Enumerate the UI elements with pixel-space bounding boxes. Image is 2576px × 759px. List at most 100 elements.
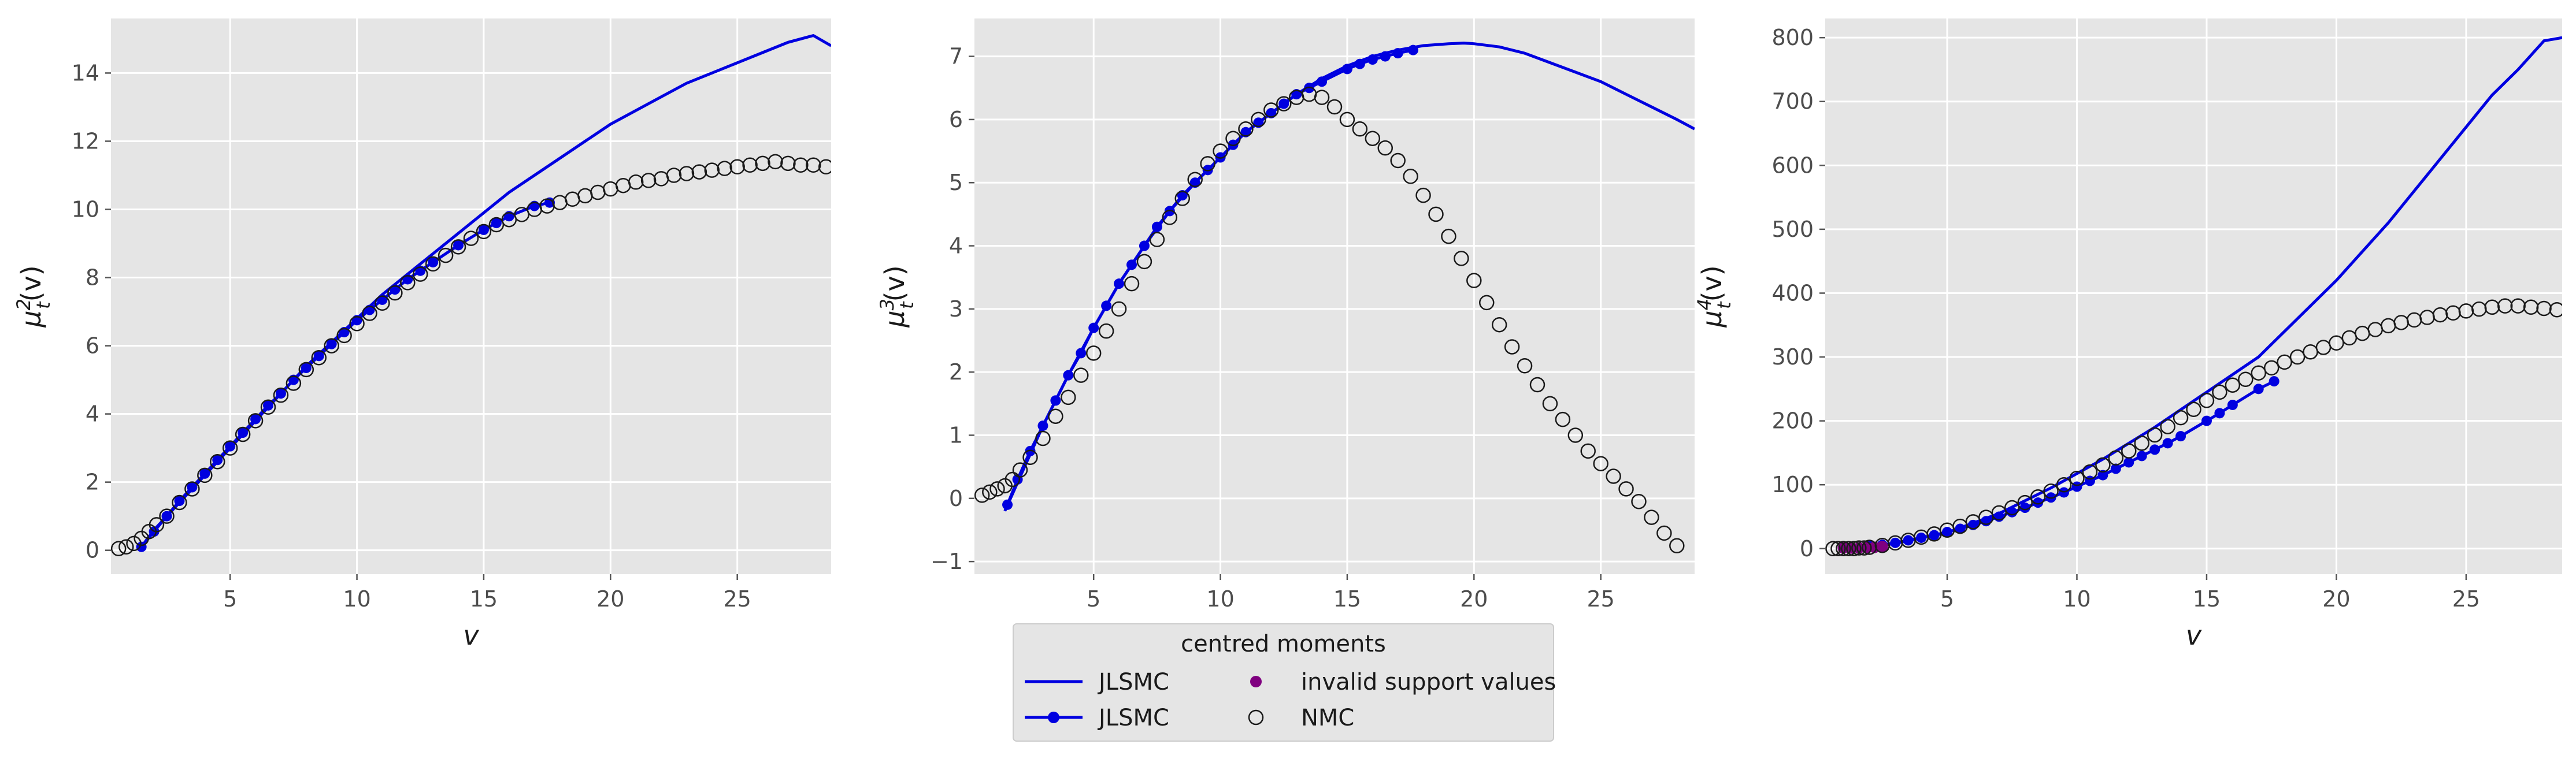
nmc-point: [184, 481, 200, 497]
nmc-point: [755, 155, 770, 172]
nmc-point: [273, 387, 289, 403]
y-tick-label: 4: [86, 401, 99, 427]
nmc-point: [1174, 191, 1191, 206]
nmc-point: [1517, 358, 1533, 374]
y-tick-label: 0: [1800, 536, 1814, 561]
jlsmc-marker: [1408, 44, 1419, 55]
y-tick-label: 0: [949, 486, 963, 511]
jlsmc-marker: [199, 468, 210, 479]
jlsmc-marker: [263, 400, 274, 411]
legend-entry-label: invalid support values: [1301, 669, 1556, 695]
x-tick-label: 25: [723, 586, 751, 612]
jlsmc-marker: [1942, 527, 1953, 538]
x-tick-label: 5: [1087, 586, 1100, 612]
x-tick-label: 15: [2193, 586, 2221, 612]
x-axis-label: v: [2186, 620, 2202, 651]
nmc-point: [2277, 354, 2292, 370]
nmc-point: [463, 230, 479, 246]
nmc-point: [717, 161, 732, 176]
nmc-point: [1478, 295, 1495, 311]
jlsmc-marker: [1151, 221, 1162, 232]
y-tick-label: 2: [86, 470, 99, 495]
data-layer: [974, 42, 1695, 554]
nmc-point: [149, 517, 165, 533]
nmc-point: [1466, 273, 1482, 288]
nmc-point: [311, 349, 327, 366]
jlsmc-marker: [313, 351, 324, 362]
jlsmc-marker: [544, 197, 555, 208]
nmc-point: [2484, 299, 2500, 315]
y-tick-label: 800: [1771, 25, 1814, 50]
nmc-point: [640, 173, 657, 188]
nmc-point: [2095, 457, 2111, 473]
x-tick-label: 10: [2063, 586, 2091, 612]
nmc-point: [118, 539, 134, 555]
nmc-point: [2147, 427, 2163, 443]
nmc-point: [1314, 90, 1330, 105]
nmc-point: [2030, 489, 2046, 505]
nmc-point: [1187, 172, 1203, 188]
y-tick-label: 1: [949, 423, 963, 448]
nmc-point: [2225, 377, 2241, 393]
legend: centred moments JLSMC JLSMC invalid support…: [1013, 623, 1556, 742]
nmc-point: [1263, 102, 1279, 118]
nmc-point: [1352, 121, 1368, 137]
nmc-point: [1856, 540, 1872, 556]
jlsmc-marker: [2059, 487, 2070, 498]
jlsmc-marker: [2071, 481, 2082, 492]
nmc-point: [159, 508, 175, 524]
nmc-point: [729, 159, 745, 174]
jlsmc-marker: [1916, 532, 1927, 543]
invalid-support-point: [1876, 541, 1888, 553]
nmc-point: [324, 338, 339, 354]
nmc-point: [989, 481, 1005, 497]
data-layer: [111, 34, 831, 556]
legend-swatch-open: [1248, 709, 1264, 725]
y-tick-label: 500: [1771, 217, 1814, 242]
nmc-point: [1542, 396, 1558, 412]
y-tick-label: 3: [949, 296, 963, 322]
legend-entry-label: NMC: [1301, 705, 1354, 731]
nmc-point: [298, 362, 314, 378]
y-tick-label: 0: [86, 538, 99, 563]
nmc-point: [488, 217, 505, 233]
nmc-point: [1529, 377, 1545, 393]
jlsmc-marker: [1890, 537, 1901, 548]
jlsmc-marker: [2227, 399, 2238, 410]
nmc-point: [2160, 419, 2175, 434]
nmc-point: [1149, 232, 1165, 247]
x-axis-label: v: [463, 620, 479, 651]
nmc-point: [1098, 323, 1114, 339]
jlsmc-marker: [1955, 523, 1966, 534]
nmc-point: [235, 426, 251, 442]
nmc-point: [2069, 470, 2085, 486]
nmc-point: [362, 306, 377, 321]
series-line-jlsmc: [1856, 36, 2562, 550]
y-axis-label: μ3t(v): [876, 265, 918, 328]
nmc-point: [780, 155, 796, 172]
nmc-point: [1846, 541, 1862, 557]
nmc-point: [679, 166, 695, 181]
x-tick-label: 10: [343, 586, 370, 612]
nmc-point: [111, 541, 127, 556]
y-tick-label: 700: [1771, 89, 1814, 114]
jlsmc-marker: [161, 511, 172, 522]
nmc-point: [1631, 494, 1647, 509]
nmc-point: [1555, 411, 1571, 427]
nmc-point: [260, 399, 276, 415]
nmc-point: [501, 211, 517, 228]
nmc-point: [2549, 302, 2562, 318]
chart-panel-3: 5 10 15 20 25 0 100 200 300 400 500 600 700 800 v μ4t(v…: [1693, 18, 2562, 651]
jlsmc-marker: [1317, 76, 1328, 87]
jlsmc-marker: [238, 427, 249, 438]
nmc-point: [1618, 481, 1634, 497]
nmc-point: [1073, 367, 1089, 383]
nmc-point: [1111, 301, 1127, 317]
y-tick-label: 14: [72, 60, 99, 85]
y-tick-label: 4: [949, 233, 963, 259]
nmc-point: [1991, 505, 2007, 521]
nmc-point: [1428, 206, 1444, 222]
plot-area: [111, 18, 831, 574]
chart-panel-1: 5 10 15 20 25 0 2 4 6 8 10 12 14 v μ2t(v): [13, 18, 831, 651]
